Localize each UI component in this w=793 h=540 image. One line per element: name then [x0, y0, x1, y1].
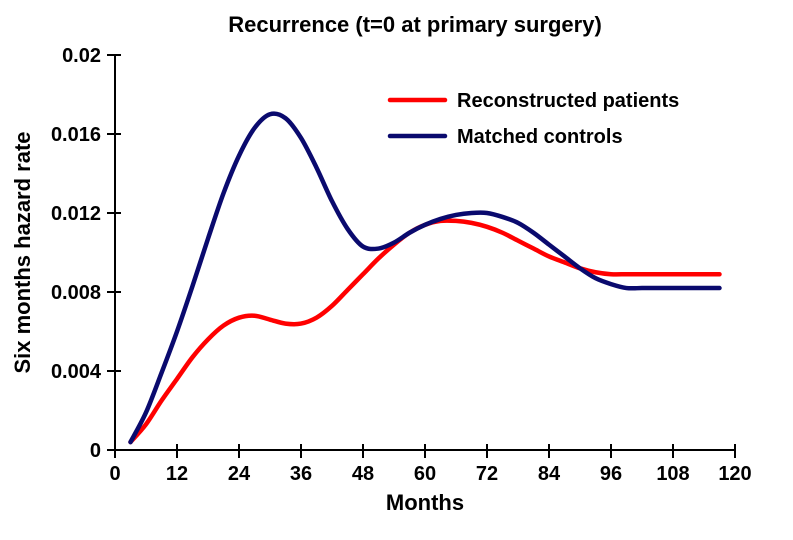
x-tick-label: 0	[109, 463, 120, 485]
y-tick-label: 0.02	[62, 45, 101, 67]
x-axis-title: Months	[386, 490, 464, 515]
x-tick-label: 72	[476, 463, 498, 485]
series-line	[131, 221, 720, 443]
y-axis-title: Six months hazard rate	[10, 131, 35, 373]
y-tick-label: 0.012	[51, 203, 101, 225]
x-tick-label: 120	[718, 463, 751, 485]
series-line	[131, 114, 720, 442]
x-tick-label: 108	[656, 463, 689, 485]
y-tick-label: 0.008	[51, 282, 101, 304]
y-tick-label: 0	[90, 440, 101, 462]
x-tick-label: 84	[538, 463, 561, 485]
y-tick-label: 0.016	[51, 124, 101, 146]
x-tick-label: 12	[166, 463, 188, 485]
x-tick-label: 96	[600, 463, 622, 485]
legend-label: Reconstructed patients	[457, 90, 679, 112]
legend-label: Matched controls	[457, 126, 623, 148]
x-tick-label: 48	[352, 463, 374, 485]
x-tick-label: 24	[228, 463, 251, 485]
chart-title: Recurrence (t=0 at primary surgery)	[228, 12, 602, 37]
x-tick-label: 36	[290, 463, 312, 485]
hazard-chart: Recurrence (t=0 at primary surgery) 0 12 24…	[0, 0, 793, 540]
y-tick-label: 0.004	[51, 361, 102, 383]
chart-canvas: Recurrence (t=0 at primary surgery) 0 12 24…	[0, 0, 793, 540]
x-tick-label: 60	[414, 463, 436, 485]
